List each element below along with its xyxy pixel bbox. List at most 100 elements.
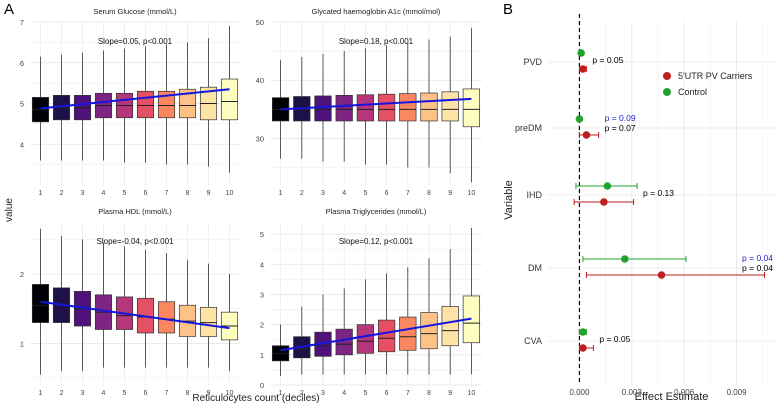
forest-grid xyxy=(548,22,775,385)
x-tick-label: 3 xyxy=(81,390,85,397)
x-tick-label: 3 xyxy=(81,190,85,197)
box-decile-8 xyxy=(420,39,438,168)
y-tick-label: 6 xyxy=(20,59,24,68)
p-value-label: p = 0.05 xyxy=(599,334,630,344)
box xyxy=(462,88,481,128)
panel-a: Serum Glucose (mmol/L) Slope=0.05, p<0.00… xyxy=(20,7,482,397)
box xyxy=(377,93,396,122)
x-tick-label: 9 xyxy=(207,390,211,397)
ci-group xyxy=(577,49,585,57)
box-decile-4 xyxy=(335,288,353,375)
x-tick-label: 9 xyxy=(448,190,452,197)
box-decile-8 xyxy=(178,42,197,165)
x-tick-label: 1 xyxy=(39,390,43,397)
x-tick-label: 1 xyxy=(39,190,43,197)
box xyxy=(335,328,353,356)
ci-group xyxy=(585,271,766,279)
box-decile-4 xyxy=(94,242,113,368)
box-decile-8 xyxy=(178,260,197,368)
slope-annotation: Slope=0.18, p<0.001 xyxy=(339,37,414,46)
x-tick-label: 4 xyxy=(342,190,346,197)
x-tick-label: 0.000 xyxy=(569,388,590,397)
box-decile-7 xyxy=(399,42,417,168)
x-tick-label: 8 xyxy=(427,190,431,197)
y-tick-label: 40 xyxy=(256,76,264,85)
ci-group xyxy=(573,198,635,206)
x-tick-label: 0.009 xyxy=(727,388,748,397)
box-decile-6 xyxy=(377,273,396,375)
panel-title: Serum Glucose (mmol/L) xyxy=(93,7,177,16)
trend-line xyxy=(40,88,230,110)
panel-a-x-axis-label: Reticulocytes count (deciles) xyxy=(192,393,319,404)
box xyxy=(399,316,417,351)
box-panel: Plasma Triglycerides (mmol/L) Slope=0.12,… xyxy=(260,207,482,397)
y-tick-label: 1 xyxy=(20,339,24,348)
box xyxy=(157,90,176,119)
box xyxy=(199,306,218,337)
point-estimate xyxy=(582,131,591,139)
y-axis-label: Variable xyxy=(503,180,515,220)
box-decile-7 xyxy=(399,267,417,375)
point-estimate xyxy=(603,182,612,190)
y-tick-label: 4 xyxy=(20,140,24,149)
box xyxy=(314,95,332,122)
variable-label: PVD xyxy=(523,57,542,67)
box-panel: Plasma HDL (mmol/L) Slope=-0.04, p<0.001 1… xyxy=(20,207,240,397)
box-panel: Glycated haemoglobin A1c (mmol/mol) Slope… xyxy=(256,7,482,197)
x-tick-label: 5 xyxy=(123,190,127,197)
box-decile-6 xyxy=(136,46,155,163)
panel-title: Plasma HDL (mmol/L) xyxy=(98,207,172,216)
slope-annotation: Slope=0.05, p<0.001 xyxy=(98,37,173,46)
x-tick-label: 9 xyxy=(207,190,211,197)
point-estimate xyxy=(657,271,666,279)
ci-group xyxy=(578,65,587,73)
box-decile-5 xyxy=(115,246,134,368)
variable-label: DM xyxy=(528,263,542,273)
x-tick-label: 9 xyxy=(448,390,452,397)
box xyxy=(335,94,353,122)
panel-title: Glycated haemoglobin A1c (mmol/mol) xyxy=(312,7,441,16)
x-tick-label: 8 xyxy=(186,390,190,397)
y-tick-label: 5 xyxy=(260,230,264,239)
x-tick-label: 6 xyxy=(385,190,389,197)
x-tick-label: 6 xyxy=(144,390,148,397)
row-DM: DM p = 0.04p = 0.04 xyxy=(528,253,773,279)
box-decile-4 xyxy=(94,50,113,161)
x-tick-label: 3 xyxy=(321,390,325,397)
x-tick-label: 10 xyxy=(468,190,476,197)
x-tick-label: 7 xyxy=(165,390,169,397)
p-value-label-control: p = 0.04 xyxy=(742,253,773,263)
ci-group xyxy=(578,344,594,352)
row-PVD: PVD p = 0.05 xyxy=(523,49,624,73)
box-panel: Serum Glucose (mmol/L) Slope=0.05, p<0.00… xyxy=(20,7,240,197)
point-estimate xyxy=(575,115,584,123)
box xyxy=(356,94,375,122)
box xyxy=(377,319,396,353)
box-decile-5 xyxy=(356,279,375,375)
x-tick-label: 5 xyxy=(363,190,367,197)
box-decile-2 xyxy=(52,54,71,161)
box-decile-8 xyxy=(420,258,438,375)
y-tick-label: 7 xyxy=(20,18,24,27)
row-preDM: preDM p = 0.09p = 0.07 xyxy=(515,113,636,139)
x-tick-label: 2 xyxy=(60,390,64,397)
box-decile-3 xyxy=(73,52,92,161)
p-value-label-carriers: p = 0.07 xyxy=(605,123,636,133)
x-tick-label: 8 xyxy=(427,390,431,397)
ci-group xyxy=(578,131,600,139)
box-decile-3 xyxy=(314,294,332,375)
x-tick-label: 7 xyxy=(406,190,410,197)
box xyxy=(356,324,375,354)
y-tick-label: 30 xyxy=(256,134,264,143)
y-tick-label: 4 xyxy=(260,260,264,269)
y-tick-label: 2 xyxy=(260,321,264,330)
p-value-label: p = 0.13 xyxy=(643,188,674,198)
y-tick-label: 50 xyxy=(256,18,264,27)
variable-label: IHD xyxy=(527,190,543,200)
box-decile-10 xyxy=(462,228,481,375)
x-tick-label: 2 xyxy=(300,190,304,197)
x-tick-label: 3 xyxy=(321,190,325,197)
ci-group xyxy=(582,255,687,263)
box xyxy=(157,301,176,334)
legend-label: 5'UTR PV Carriers xyxy=(678,71,753,81)
